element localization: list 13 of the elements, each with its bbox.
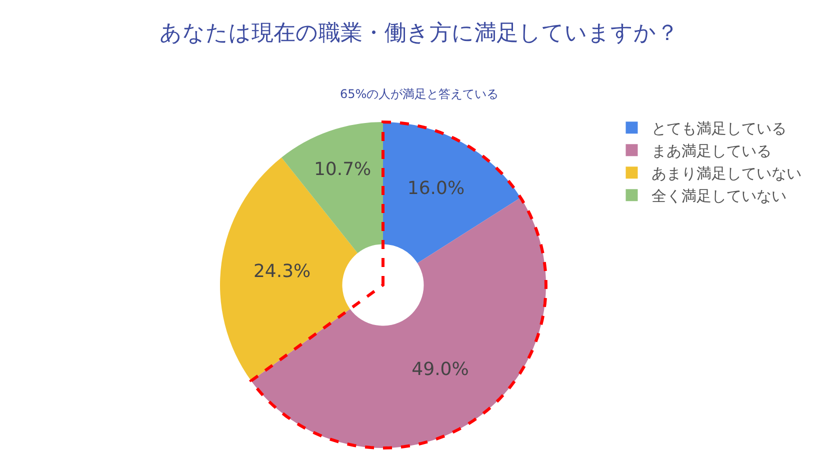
- data-label: 49.0%: [412, 358, 469, 380]
- donut-slice: [281, 122, 383, 254]
- data-label: 10.7%: [314, 158, 372, 180]
- chart-title: あなたは現在の職業・働き方に満足していますか？: [160, 21, 678, 46]
- legend-label: あまり満足していない: [652, 164, 802, 182]
- donut-slice: [383, 122, 521, 264]
- legend-label: 全く満足していない: [652, 186, 787, 205]
- data-label: 24.3%: [253, 260, 311, 282]
- data-label: 16.0%: [407, 178, 465, 200]
- chart-subtitle: 65%の人が満足と答えている: [340, 87, 499, 101]
- donut-slice: [251, 198, 546, 448]
- legend-label: まあ満足している: [652, 142, 772, 160]
- legend-label: とても満足している: [652, 119, 787, 138]
